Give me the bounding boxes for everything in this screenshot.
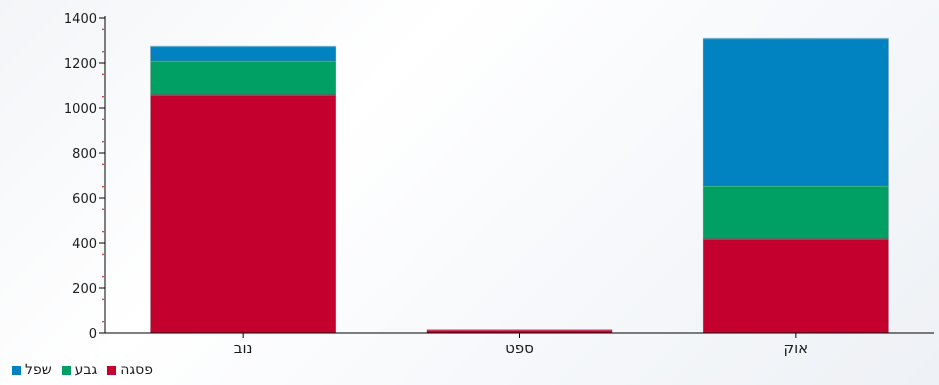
bar-segment-series-0-cat-0[interactable]	[150, 94, 337, 334]
y-axis-ticks: 0 200 400 600 800 1000 1200 1400	[64, 12, 105, 342]
x-tick-label: אוק	[783, 339, 808, 357]
y-tick-label: 800	[72, 147, 97, 162]
x-axis-ticks: נוב ספט אוק	[234, 333, 808, 357]
bar-segment-series-1-cat-0[interactable]	[150, 60, 337, 95]
legend-item-series-1[interactable]: גבע	[61, 362, 98, 378]
y-tick-label: 600	[72, 192, 97, 207]
y-tick-label: 1000	[64, 102, 97, 117]
legend: פסגה גבע שפל	[12, 362, 153, 378]
y-tick-label: 200	[72, 282, 97, 297]
y-tick-label: 1400	[64, 12, 97, 27]
bar-segment-series-2-cat-2[interactable]	[702, 37, 889, 187]
legend-item-series-2[interactable]: שפל	[12, 362, 52, 378]
legend-swatch-series-2	[12, 365, 21, 375]
legend-swatch-series-0	[107, 365, 117, 375]
x-tick-label: ספט	[505, 339, 534, 357]
y-tick-label: 1200	[64, 57, 97, 72]
bar-segment-series-1-cat-2[interactable]	[702, 185, 889, 239]
y-tick-label: 0	[89, 327, 97, 342]
bar-segment-series-2-cat-0[interactable]	[150, 45, 337, 62]
legend-label-series-2: שפל	[25, 362, 52, 378]
y-tick-label: 400	[72, 237, 97, 252]
legend-item-series-0[interactable]: פסגה	[107, 362, 153, 378]
legend-label-series-0: פסגה	[120, 362, 154, 378]
legend-swatch-series-1	[61, 365, 71, 375]
bars	[150, 37, 889, 334]
y-axis-minor-ticks	[102, 28, 104, 323]
legend-label-series-1: גבע	[74, 362, 98, 378]
bar-segment-series-0-cat-2[interactable]	[702, 238, 889, 334]
x-tick-label: נוב	[234, 339, 253, 357]
